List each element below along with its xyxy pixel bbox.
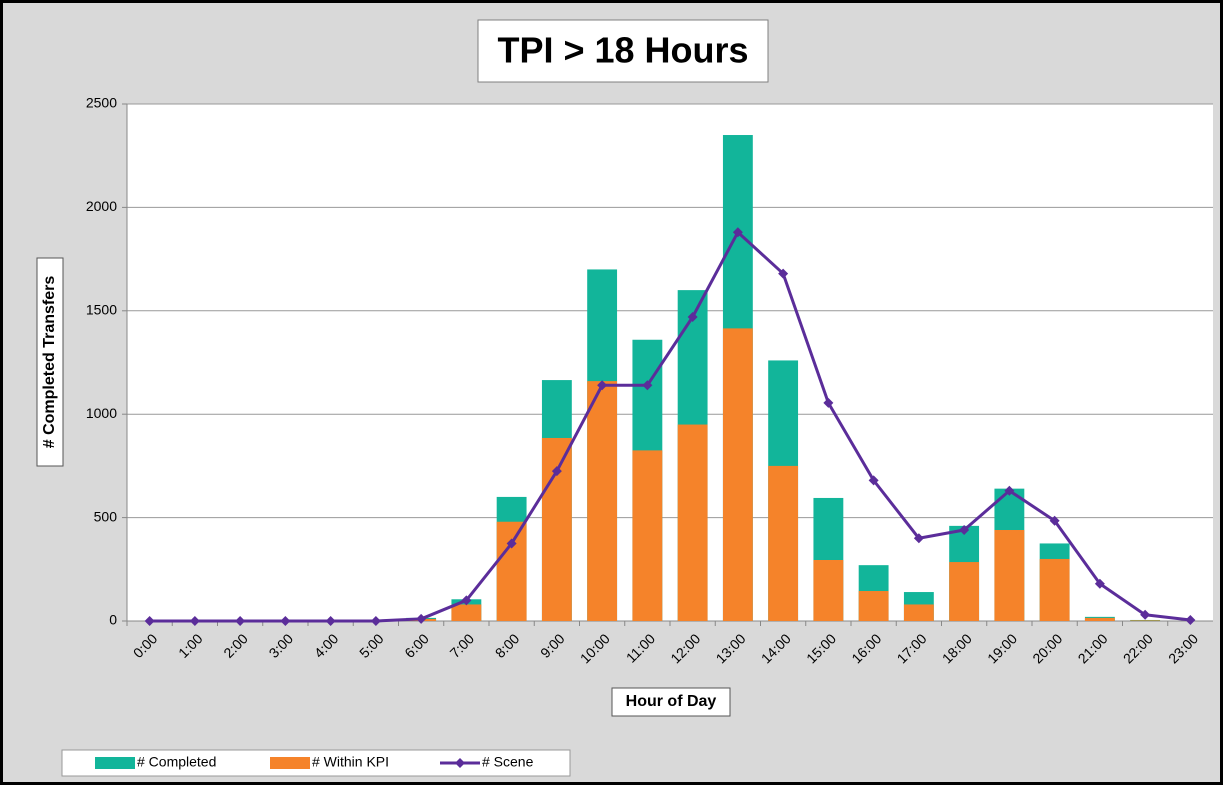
bar	[587, 381, 618, 621]
y-axis-title: # Completed Transfers	[41, 276, 58, 449]
line	[149, 230, 1191, 623]
marker	[189, 616, 200, 626]
bar	[496, 521, 527, 621]
marker	[1094, 578, 1105, 589]
y-tick-label: 1500	[86, 302, 117, 318]
legend-label: # Completed	[137, 754, 216, 770]
marker	[597, 380, 608, 391]
marker	[370, 616, 381, 626]
marker	[506, 538, 517, 549]
marker	[913, 533, 924, 544]
bar	[722, 328, 753, 621]
marker	[551, 466, 562, 477]
y-tick-label: 2500	[86, 95, 117, 111]
bar	[1130, 620, 1161, 621]
marker	[778, 268, 789, 279]
bar	[677, 424, 708, 621]
marker	[461, 595, 472, 606]
x-title-box	[611, 687, 731, 717]
marker	[1185, 614, 1196, 625]
marker	[1049, 515, 1060, 526]
title-box	[477, 19, 769, 83]
plot-area	[127, 104, 1213, 621]
chart-title: TPI > 18 Hours	[497, 30, 748, 71]
y-title-box	[36, 257, 64, 467]
marker	[325, 616, 336, 626]
bar	[949, 562, 980, 621]
legend-marker	[455, 758, 465, 768]
legend-label: # Scene	[482, 754, 534, 770]
x-axis-title: Hour of Day	[626, 693, 717, 710]
y-tick-label: 1000	[86, 405, 117, 421]
legend-label: # Within KPI	[312, 754, 389, 770]
marker	[416, 613, 427, 624]
bar	[1039, 558, 1070, 621]
bar	[451, 604, 482, 621]
marker	[868, 475, 879, 486]
bar	[994, 530, 1025, 621]
marker	[823, 397, 834, 408]
marker	[1004, 485, 1015, 496]
marker	[235, 616, 246, 626]
marker	[1140, 609, 1151, 620]
bar	[813, 559, 844, 621]
legend-swatch	[95, 757, 135, 769]
y-tick-label: 0	[109, 612, 117, 628]
legend-box	[61, 749, 571, 777]
bar	[541, 437, 572, 621]
marker	[642, 380, 653, 391]
marker	[280, 616, 291, 626]
bar	[768, 465, 799, 621]
marker	[732, 227, 743, 238]
y-tick-label: 2000	[86, 198, 117, 214]
marker	[687, 312, 698, 323]
legend-swatch	[270, 757, 310, 769]
y-tick-label: 500	[94, 508, 118, 524]
bar	[632, 450, 663, 621]
bar	[1084, 617, 1115, 621]
bar	[903, 604, 934, 621]
marker	[144, 616, 155, 626]
marker	[959, 525, 970, 536]
bar	[858, 591, 889, 621]
